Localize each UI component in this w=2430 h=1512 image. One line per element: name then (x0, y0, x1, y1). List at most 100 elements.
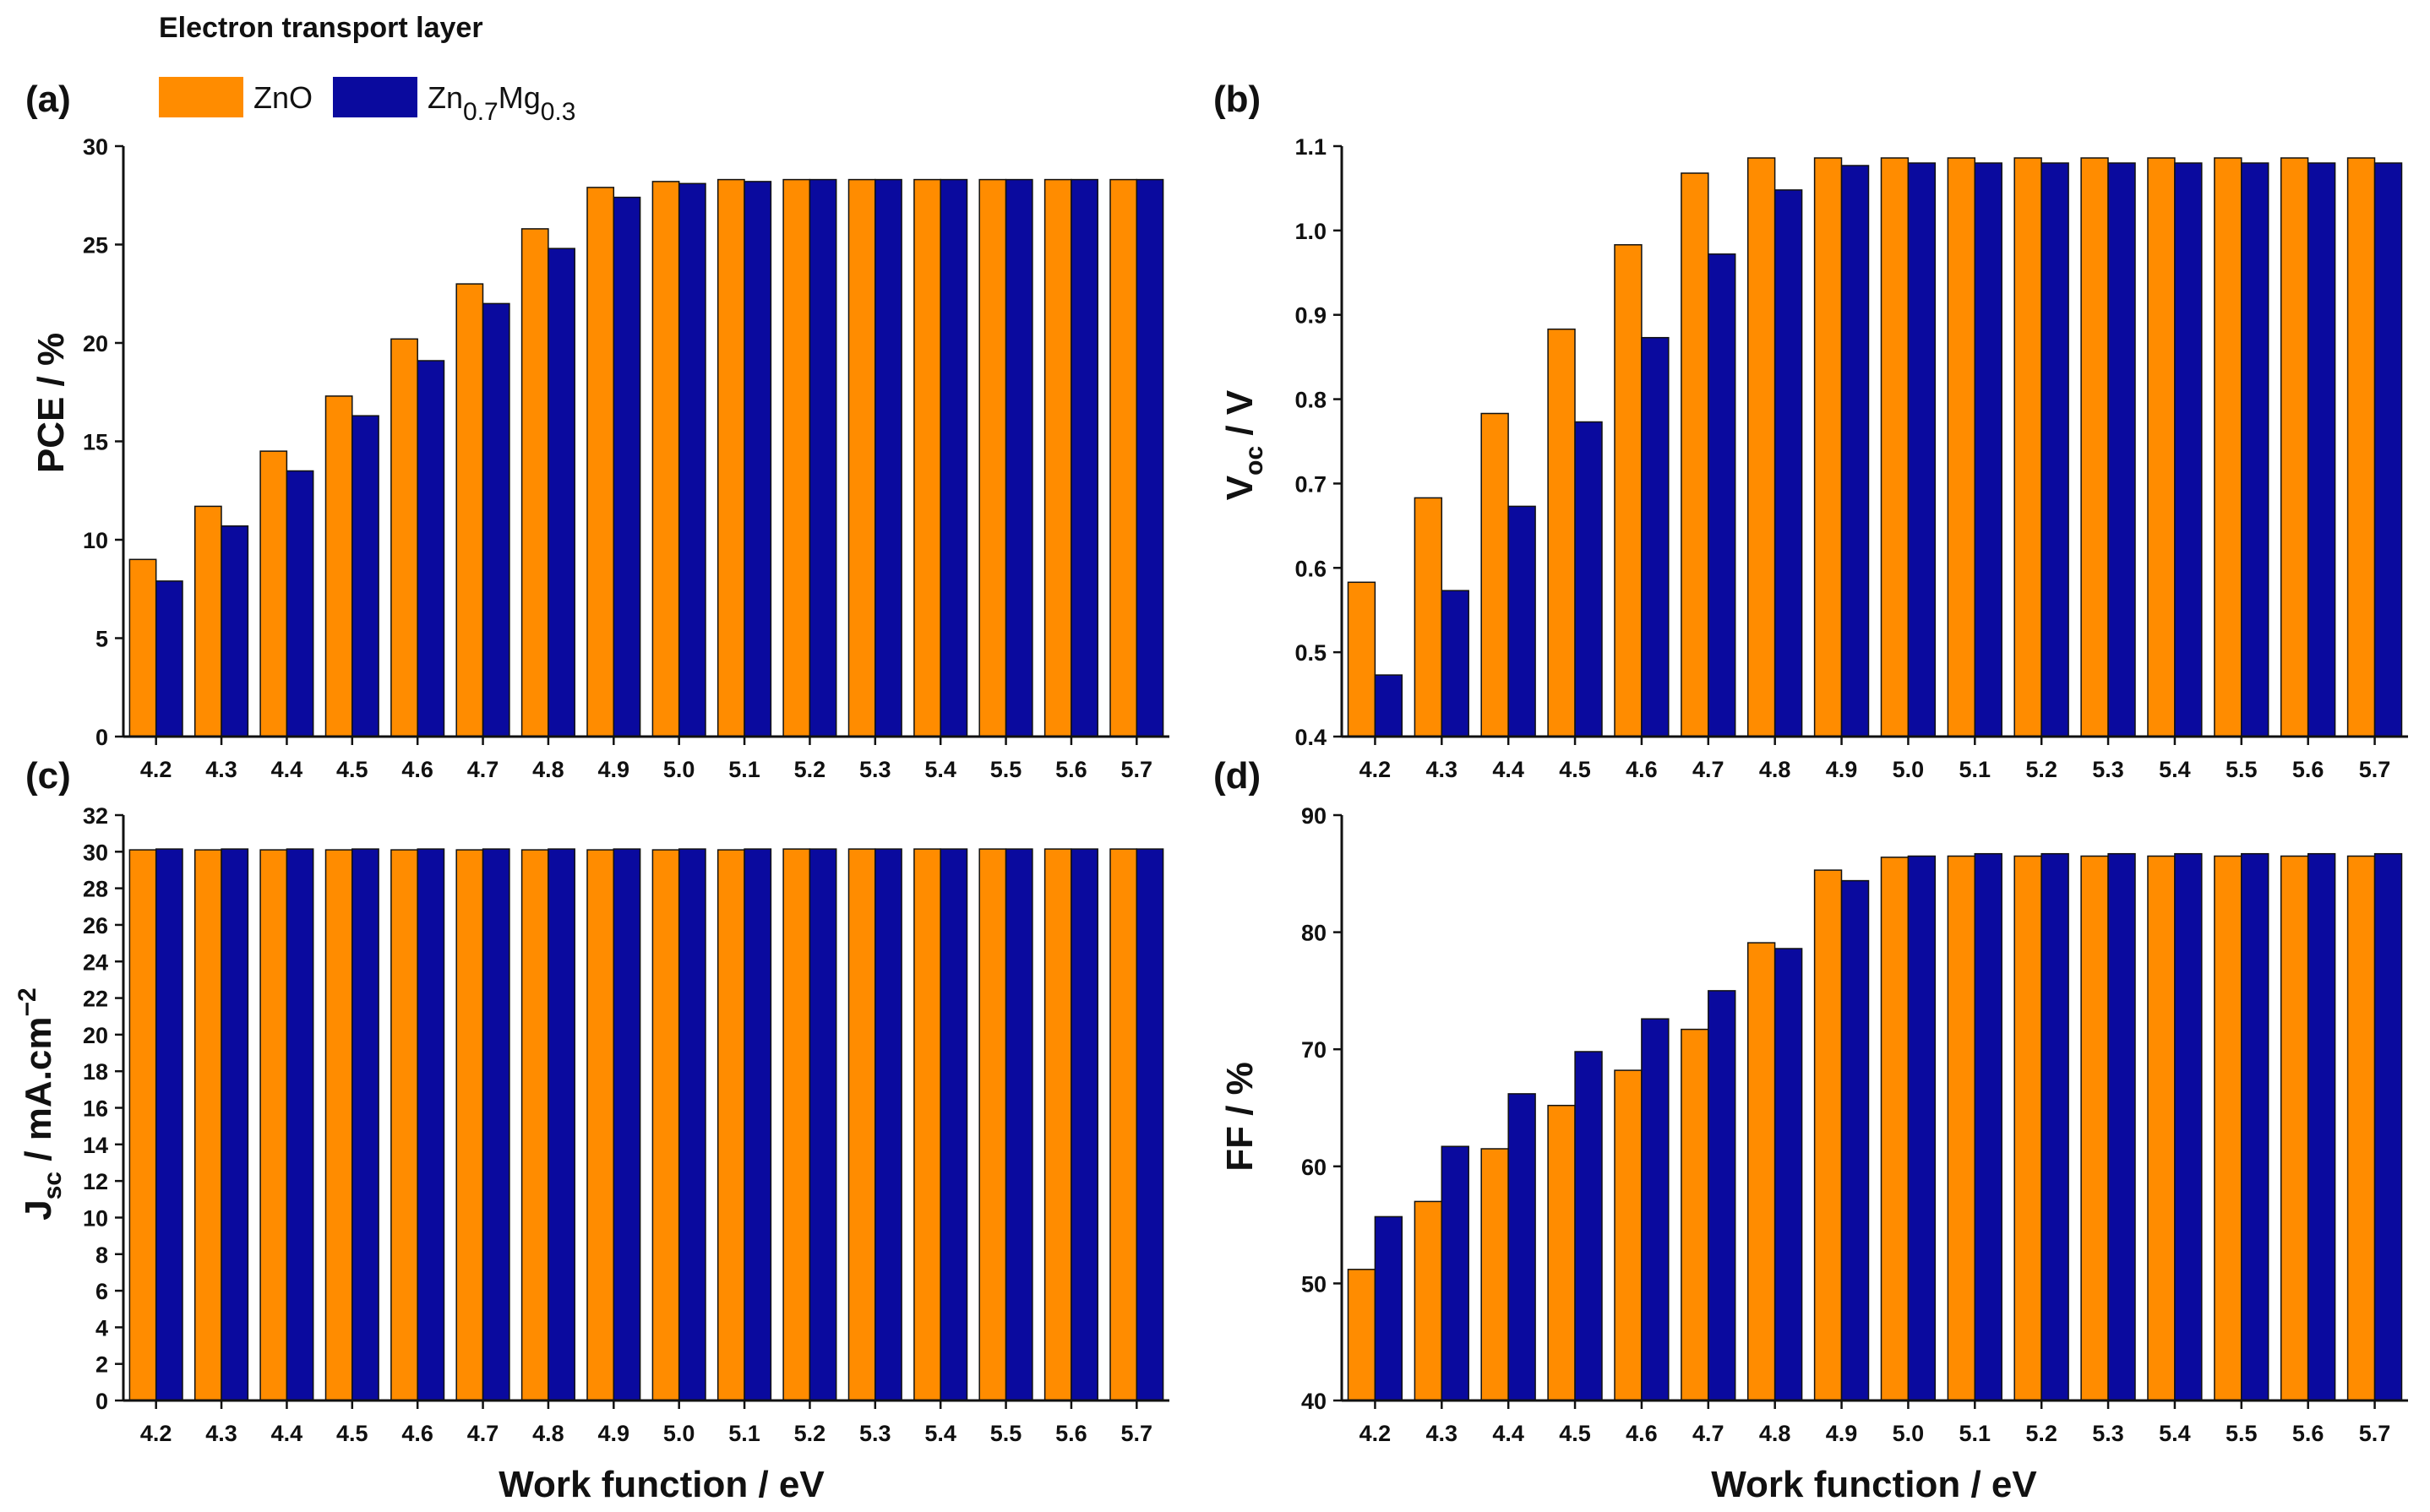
bar-zno-4.2 (1347, 581, 1376, 737)
y-tick-label: 16 (83, 1096, 108, 1122)
bar-znmgo-5.5 (1005, 178, 1033, 737)
y-tick-label: 14 (83, 1133, 108, 1158)
y-tick-label: 0.9 (1294, 303, 1327, 329)
bar-zno-4.3 (1414, 497, 1443, 737)
bar-znmgo-4.2 (155, 848, 183, 1401)
bar-znmgo-5.0 (678, 182, 706, 737)
bar-zno-5.1 (1947, 855, 1976, 1401)
x-tick-label: 5.5 (2226, 1421, 2258, 1446)
y-tick-label: 1.1 (1294, 134, 1327, 160)
panel-label-d: (d) (1213, 755, 1261, 797)
bar-znmgo-4.7 (1708, 253, 1736, 737)
x-tick-label: 4.9 (598, 757, 630, 782)
bar-znmgo-5.1 (1974, 852, 2002, 1401)
y-tick-label: 50 (1301, 1271, 1327, 1297)
y-tick-label: 15 (83, 430, 108, 455)
x-tick-label: 4.8 (532, 757, 564, 782)
bar-znmgo-4.4 (1507, 1093, 1536, 1401)
bar-zno-5.0 (651, 181, 680, 737)
x-tick-label: 4.4 (1492, 1421, 1524, 1446)
x-tick-label: 4.2 (140, 757, 172, 782)
bar-znmgo-4.4 (286, 470, 314, 737)
bar-zno-4.9 (586, 849, 615, 1401)
y-tick-label: 0.5 (1294, 640, 1327, 666)
bar-znmgo-5.4 (940, 848, 968, 1401)
bar-zno-4.7 (455, 849, 484, 1401)
ylabel-a: PCE / % (30, 333, 72, 473)
bar-zno-5.0 (1880, 157, 1910, 737)
y-tick-label: 0.7 (1294, 471, 1327, 497)
x-tick-label: 4.3 (205, 757, 237, 782)
y-tick-label: 5 (95, 627, 108, 652)
x-tick-label: 5.0 (1893, 1421, 1925, 1446)
bar-zno-4.6 (390, 338, 418, 737)
ylabel-d: FF / % (1219, 1062, 1261, 1172)
bar-zno-5.6 (2280, 157, 2309, 737)
x-tick-label: 4.3 (1426, 757, 1458, 782)
bar-zno-4.2 (128, 558, 157, 737)
y-tick-label: 20 (83, 331, 108, 356)
bar-znmgo-4.2 (155, 580, 183, 737)
bar-zno-5.4 (913, 848, 941, 1401)
x-tick-label: 5.1 (1959, 1421, 1991, 1446)
x-tick-label: 4.5 (1559, 1421, 1591, 1446)
bar-znmgo-4.3 (1441, 590, 1469, 737)
bar-zno-4.4 (1480, 412, 1509, 737)
bar-znmgo-4.5 (351, 415, 379, 737)
bar-zno-4.4 (259, 450, 288, 737)
x-tick-label: 5.4 (2159, 1421, 2191, 1446)
bar-zno-5.0 (651, 849, 680, 1401)
x-tick-label: 5.2 (2025, 757, 2057, 782)
x-tick-label: 4.8 (1759, 757, 1791, 782)
y-tick-label: 2 (95, 1352, 108, 1378)
bar-zno-4.3 (1414, 1200, 1443, 1401)
bar-zno-4.8 (520, 849, 549, 1401)
bar-zno-4.6 (1614, 1069, 1643, 1401)
x-tick-label: 5.4 (924, 1421, 956, 1446)
bar-znmgo-5.4 (2174, 162, 2203, 737)
x-tick-label: 4.9 (1826, 1421, 1858, 1446)
bar-znmgo-5.2 (809, 848, 837, 1401)
y-tick-label: 30 (83, 134, 108, 160)
x-tick-label: 5.5 (990, 1421, 1022, 1446)
x-tick-label: 4.3 (205, 1421, 237, 1446)
x-tick-label: 5.0 (663, 1421, 695, 1446)
y-tick-label: 18 (83, 1059, 108, 1085)
x-tick-label: 4.3 (1426, 1421, 1458, 1446)
x-tick-label: 5.6 (2292, 757, 2324, 782)
bar-zno-5.3 (2080, 157, 2109, 737)
x-tick-label: 5.1 (728, 757, 760, 782)
bar-znmgo-5.5 (2241, 162, 2269, 737)
x-tick-label: 4.5 (1559, 757, 1591, 782)
xlabel-c: Work function / eV (499, 1464, 825, 1505)
bar-znmgo-5.5 (1005, 848, 1033, 1401)
bar-zno-4.6 (1614, 244, 1643, 737)
y-tick-label: 60 (1301, 1155, 1327, 1180)
y-tick-label: 80 (1301, 921, 1327, 946)
bar-zno-5.1 (716, 849, 745, 1401)
bar-znmgo-4.9 (613, 848, 641, 1401)
bar-znmgo-4.6 (417, 848, 445, 1401)
bar-zno-4.2 (1347, 1269, 1376, 1401)
bar-znmgo-5.2 (2040, 852, 2069, 1401)
bar-znmgo-4.5 (351, 848, 379, 1401)
x-tick-label: 4.2 (1359, 757, 1392, 782)
bar-znmgo-4.8 (548, 247, 575, 737)
bar-znmgo-4.6 (1641, 1018, 1670, 1401)
x-tick-label: 5.2 (794, 757, 826, 782)
bar-znmgo-5.7 (2373, 852, 2403, 1401)
bar-zno-5.5 (978, 848, 1007, 1401)
y-tick-label: 25 (83, 233, 108, 258)
x-tick-label: 4.6 (1626, 1421, 1658, 1446)
bar-znmgo-4.6 (417, 360, 445, 737)
y-tick-label: 26 (83, 913, 108, 938)
bar-zno-5.7 (2346, 157, 2376, 737)
x-tick-label: 5.4 (2159, 757, 2191, 782)
bar-znmgo-4.3 (1441, 1145, 1469, 1401)
bar-znmgo-5.6 (2307, 852, 2336, 1401)
x-tick-label: 4.4 (271, 1421, 303, 1446)
bar-zno-5.4 (913, 178, 941, 737)
x-tick-label: 4.6 (1626, 757, 1658, 782)
bar-znmgo-5.1 (1974, 162, 2002, 737)
